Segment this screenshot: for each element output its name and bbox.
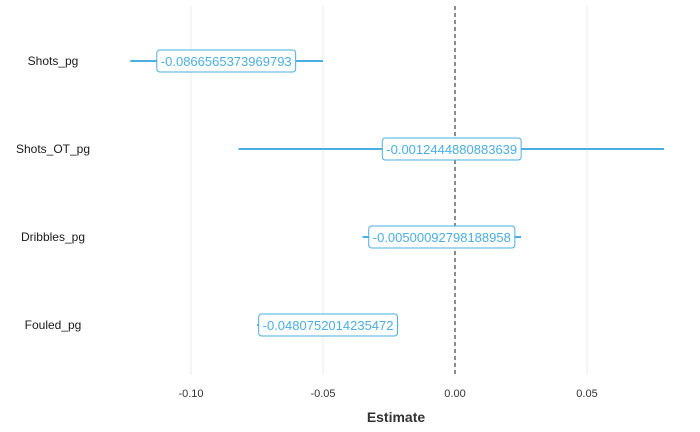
x-tick-label-layer: -0.10 -0.05 0.00 0.05 — [178, 388, 597, 400]
category-label-Shots_pg: Shots_pg — [28, 54, 79, 68]
category-label-Fouled_pg: Fouled_pg — [25, 318, 82, 332]
x-tick-label-1: -0.05 — [310, 388, 335, 400]
estimate-label-box-Shots_pg — [156, 49, 297, 73]
category-label-Shots_OT_pg: Shots_OT_pg — [16, 142, 90, 156]
confidence-interval-layer — [130, 60, 664, 326]
x-tick-label-0: -0.10 — [178, 388, 203, 400]
estimate-label-text-Shots_pg: -0.0866565373969793 — [161, 54, 292, 69]
estimate-label-box-Fouled_pg — [258, 313, 399, 337]
estimate-label-box-Dribbles_pg — [368, 225, 516, 249]
category-label-layer: Shots_pg Shots_OT_pg Dribbles_pg Fouled_pg — [16, 54, 90, 332]
x-tick-label-3: 0.05 — [576, 388, 597, 400]
estimate-label-Dribbles_pg: -0.00500092798188958 — [368, 225, 516, 249]
estimate-label-text-Shots_OT_pg: -0.0012444880883639 — [386, 142, 517, 157]
estimate-label-box-Shots_OT_pg — [381, 137, 522, 161]
x-tick-label-2: 0.00 — [444, 388, 465, 400]
estimate-label-layer: -0.0866565373969793 -0.0012444880883639 -0… — [156, 49, 522, 337]
estimate-label-Shots_pg: -0.0866565373969793 — [156, 49, 297, 73]
estimate-label-Fouled_pg: -0.0480752014235472 — [258, 313, 399, 337]
category-label-Dribbles_pg: Dribbles_pg — [21, 230, 85, 244]
estimate-label-text-Fouled_pg: -0.0480752014235472 — [263, 318, 394, 333]
estimate-label-Shots_OT_pg: -0.0012444880883639 — [381, 137, 522, 161]
x-axis-title: Estimate — [367, 409, 426, 425]
estimate-label-text-Dribbles_pg: -0.00500092798188958 — [373, 230, 511, 245]
